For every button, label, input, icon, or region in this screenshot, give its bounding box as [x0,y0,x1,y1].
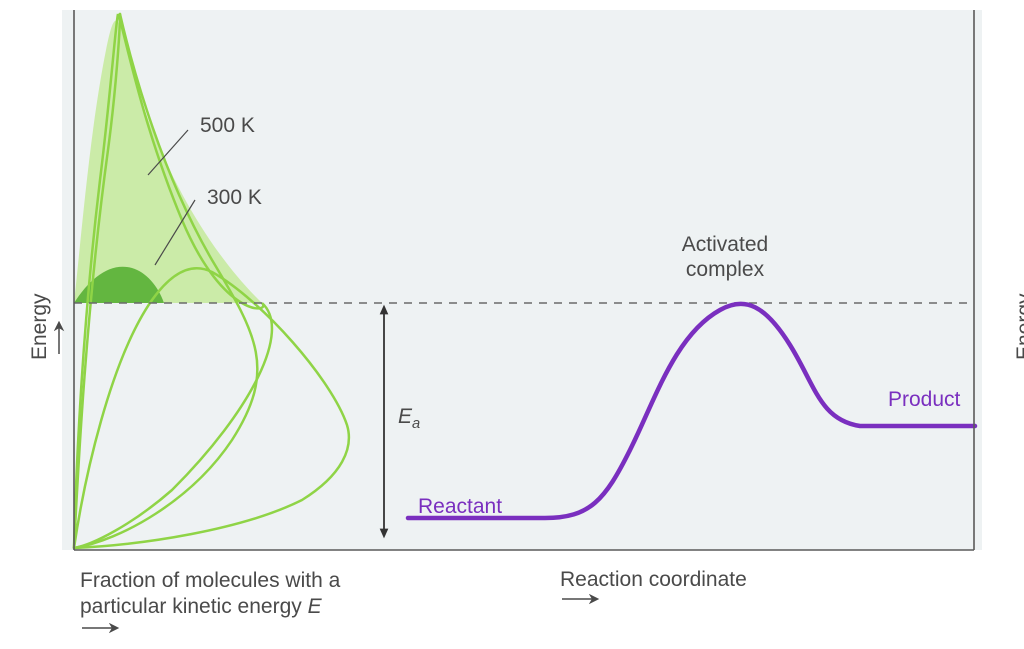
x-axis-label-right: Reaction coordinate [560,568,758,606]
x-axis-label-left: Fraction of molecules with a particular … [80,568,440,635]
label-300k: 300 K [207,186,262,210]
label-product: Product [888,388,960,412]
y-axis-label-right: Energy [1013,293,1024,360]
figure-root: Energy Energy Fraction of molecules with… [0,0,1024,649]
label-ea: Ea [398,405,420,432]
y-axis-label-left: Energy [28,293,66,360]
plot-svg [0,0,1024,649]
label-reactant: Reactant [418,495,502,519]
label-500k: 500 K [200,114,255,138]
label-activated-complex: Activatedcomplex [660,232,790,282]
